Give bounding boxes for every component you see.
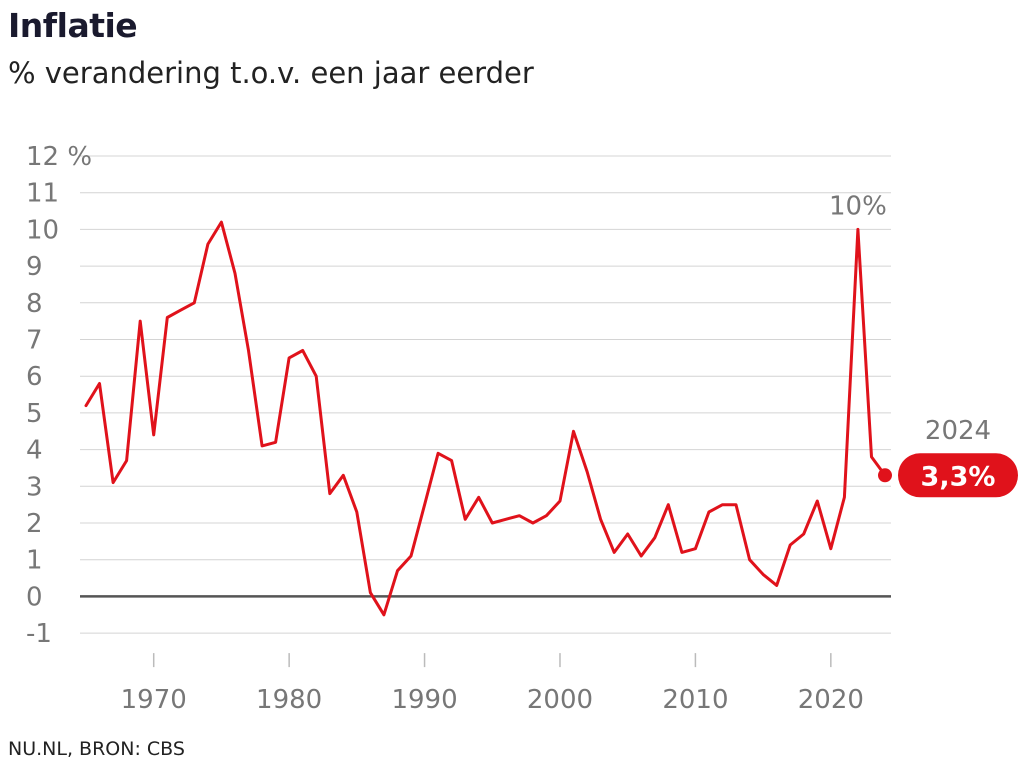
chart-title: Inflatie <box>8 6 138 45</box>
peak-value-label: 10% <box>829 191 887 221</box>
chart-subtitle: % verandering t.o.v. een jaar eerder <box>8 56 534 90</box>
y-tick-label: 3 <box>26 472 43 502</box>
last-value-badge <box>898 453 1018 498</box>
last-year-label: 2024 <box>925 416 991 446</box>
x-tick-label: 1970 <box>121 685 187 715</box>
y-tick-label: 1 <box>26 546 43 576</box>
y-tick-label: 2 <box>26 509 43 539</box>
y-tick-label: 5 <box>26 399 43 429</box>
grid-lines <box>80 155 891 634</box>
y-tick-label: 4 <box>26 436 43 466</box>
x-axis-ticks: 1970 1980 1990 2000 2010 2020 <box>121 653 864 715</box>
y-tick-label: 11 <box>26 179 59 209</box>
y-tick-label: 12 % <box>26 142 92 172</box>
y-tick-label: 6 <box>26 362 43 392</box>
x-tick-label: 2010 <box>662 685 728 715</box>
inflation-series-line <box>84 220 887 617</box>
y-tick-label: 9 <box>26 252 43 282</box>
source-credit: NU.NL, BRON: CBS <box>8 738 185 760</box>
x-tick-label: 1980 <box>256 685 322 715</box>
y-tick-label: -1 <box>26 619 52 649</box>
y-tick-label: 8 <box>26 289 43 319</box>
annotations: 10% 2024 3,3% <box>829 191 1018 498</box>
x-tick-label: 2020 <box>798 685 864 715</box>
x-tick-label: 2000 <box>527 685 593 715</box>
x-tick-label: 1990 <box>391 685 457 715</box>
y-tick-label: 10 <box>26 215 59 245</box>
series-layer <box>84 220 892 617</box>
y-axis-ticks: -1 0 1 2 3 4 5 6 7 8 9 10 11 12 % <box>26 142 92 649</box>
y-tick-label: 7 <box>26 326 43 356</box>
last-value-badge-text: 3,3% <box>921 461 996 492</box>
y-tick-label: 0 <box>26 582 43 612</box>
last-data-point <box>878 468 892 483</box>
